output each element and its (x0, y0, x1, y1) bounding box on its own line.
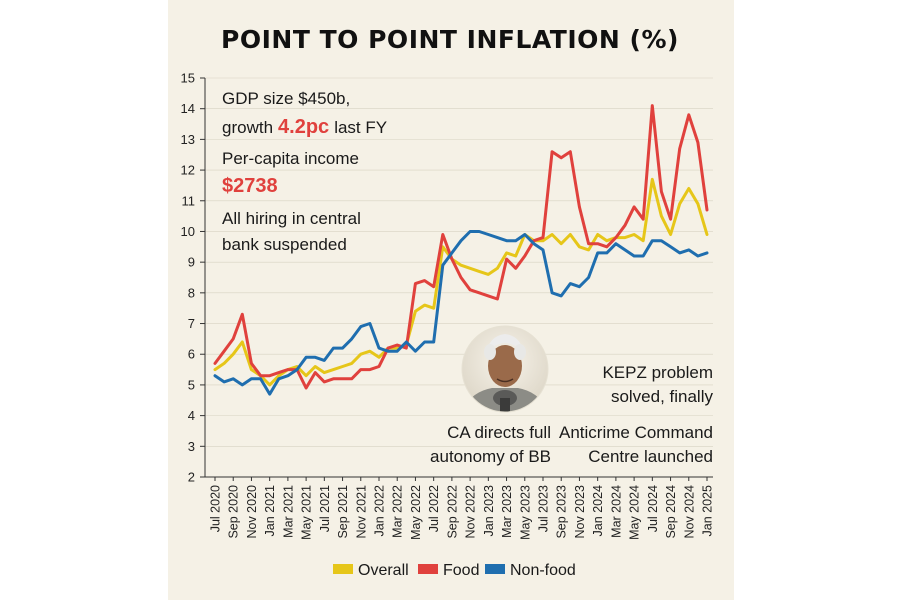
x-tick-label: May 2022 (409, 485, 423, 540)
y-tick-label: 4 (188, 408, 195, 423)
x-tick-label: Sep 2020 (227, 485, 241, 539)
gdp-annotation-line1: GDP size $450b, (222, 89, 350, 108)
ca-annotation-line1: CA directs full (447, 423, 551, 442)
y-tick-label: 6 (188, 347, 195, 362)
x-tick-labels: Jul 2020 Sep 2020 Nov 2020 Jan 2021 Mar 2021… (209, 477, 715, 540)
legend-label-nonfood: Non-food (510, 562, 576, 579)
x-tick-label: Jan 2021 (263, 485, 277, 536)
x-tick-label: Jan 2025 (701, 485, 715, 536)
x-tick-label: Mar 2023 (500, 485, 514, 538)
series-line-overall (213, 177, 709, 387)
gdp-growth-suffix: last FY (334, 118, 387, 137)
x-tick-label: Nov 2022 (464, 485, 478, 539)
legend-label-overall: Overall (358, 562, 409, 579)
y-tick-label: 11 (182, 193, 196, 208)
y-tick-label: 15 (181, 71, 195, 86)
chart-panel (168, 0, 734, 600)
y-tick-label: 14 (181, 101, 195, 116)
legend: Overall Food Non-food (333, 562, 576, 579)
x-tick-label: Sep 2022 (445, 485, 459, 539)
x-tick-label: Jan 2022 (373, 485, 387, 536)
x-tick-label: Sep 2021 (336, 485, 350, 539)
legend-swatch-overall (333, 564, 353, 574)
series-line-non-food (213, 230, 709, 396)
legend-swatch-food (418, 564, 438, 574)
x-tick-label: Jul 2021 (318, 485, 332, 532)
gdp-growth-prefix: growth (222, 118, 273, 137)
y-tick-label: 2 (188, 470, 195, 485)
y-tick-label: 7 (188, 316, 195, 331)
legend-label-food: Food (443, 562, 479, 579)
legend-swatch-nonfood (485, 564, 505, 574)
anticrime-annotation-line1: Anticrime Command (559, 423, 713, 442)
x-tick-label: Nov 2024 (682, 485, 696, 539)
x-tick-label: Jan 2023 (482, 485, 496, 536)
gdp-annotation-line2: growth 4.2pc last FY (222, 116, 387, 138)
y-tick-label: 5 (188, 377, 195, 392)
y-grid (205, 77, 713, 478)
y-tick-label: 3 (188, 439, 195, 454)
x-tick-label: Nov 2023 (573, 485, 587, 539)
hiring-annotation-line1: All hiring in central (222, 209, 361, 228)
y-tick-label: 8 (188, 285, 195, 300)
ca-annotation-line2: autonomy of BB (430, 447, 551, 466)
x-tick-label: Jul 2020 (209, 485, 223, 532)
hiring-annotation-line2: bank suspended (222, 235, 347, 254)
x-tick-label: May 2021 (300, 485, 314, 540)
x-tick-label: Sep 2023 (555, 485, 569, 539)
x-tick-label: Jul 2023 (537, 485, 551, 532)
y-tick-labels: 2 3 4 5 6 7 8 9 10 11 12 13 14 15 (181, 71, 205, 485)
x-tick-label: Nov 2020 (245, 485, 259, 539)
kepz-annotation-line2: solved, finally (611, 387, 714, 406)
x-tick-label: Sep 2024 (664, 485, 678, 539)
y-tick-label: 10 (181, 224, 195, 239)
gdp-growth-value: 4.2pc (278, 116, 329, 138)
x-tick-label: May 2024 (628, 485, 642, 540)
x-tick-label: Mar 2022 (391, 485, 405, 538)
percapita-value: $2738 (222, 175, 278, 197)
x-tick-label: May 2023 (518, 485, 532, 540)
x-tick-label: Nov 2021 (354, 485, 368, 539)
percapita-annotation-line1: Per-capita income (222, 149, 359, 168)
x-tick-label: Jan 2024 (591, 485, 605, 536)
series-group (213, 104, 709, 396)
anticrime-annotation-line2: Centre launched (588, 447, 713, 466)
x-tick-label: Jul 2022 (427, 485, 441, 532)
kepz-annotation-line1: KEPZ problem (602, 363, 713, 382)
x-tick-label: Jul 2024 (646, 485, 660, 532)
chart-title: POINT TO POINT INFLATION (%) (221, 25, 679, 54)
x-tick-label: Mar 2024 (609, 485, 623, 538)
y-tick-label: 13 (181, 132, 195, 147)
portrait-image (461, 325, 549, 413)
x-tick-label: Mar 2021 (281, 485, 295, 538)
y-tick-label: 12 (181, 163, 195, 178)
y-tick-label: 9 (188, 255, 195, 270)
